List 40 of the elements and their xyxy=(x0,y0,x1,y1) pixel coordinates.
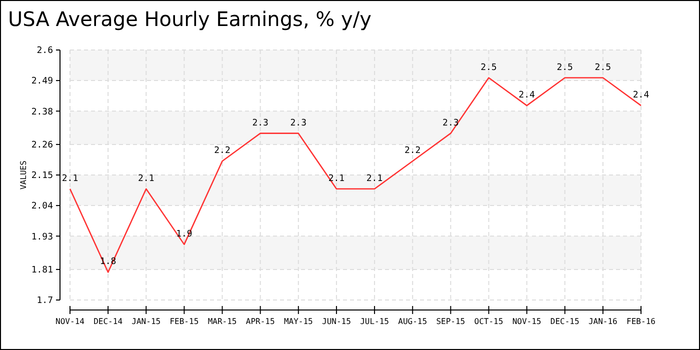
x-tick-label: SEP-15 xyxy=(436,317,466,326)
y-tick-label: 2.38 xyxy=(31,107,53,118)
y-tick-label: 2.15 xyxy=(31,171,53,182)
x-tick-label: JAN-15 xyxy=(132,317,161,326)
data-label: 2.1 xyxy=(62,174,78,184)
y-tick-label: 2.26 xyxy=(31,140,53,151)
data-label: 2.5 xyxy=(594,62,612,73)
x-tick-label: JUN-15 xyxy=(322,317,352,326)
y-tick-label: 2.49 xyxy=(31,76,53,87)
data-label: 2.1 xyxy=(366,174,383,184)
x-tick-label: MAR-15 xyxy=(208,317,237,326)
x-tick-label: MAY-15 xyxy=(284,317,314,326)
data-label: 2.4 xyxy=(518,90,535,101)
y-tick-label: 2.04 xyxy=(31,202,53,212)
data-label: 2.5 xyxy=(556,62,573,73)
data-label: 2.2 xyxy=(404,146,421,156)
x-tick-label: APR-15 xyxy=(246,317,275,326)
data-label: 2.1 xyxy=(138,174,154,184)
data-label: 2.5 xyxy=(480,62,497,73)
y-tick-label: 2.6 xyxy=(36,46,53,56)
chart-title: USA Average Hourly Earnings, % y/y xyxy=(8,7,372,31)
x-tick-label: AUG-15 xyxy=(398,317,428,326)
data-label: 2.2 xyxy=(214,146,230,156)
x-tick-label: JUL-15 xyxy=(360,317,390,326)
x-tick-label: DEC-14 xyxy=(94,317,123,326)
y-tick-label: 1.81 xyxy=(31,266,53,276)
data-label: 2.1 xyxy=(328,174,345,184)
data-label: 2.3 xyxy=(290,118,307,128)
y-tick-label: 1.7 xyxy=(36,296,53,306)
y-axis-title: VALUES xyxy=(19,160,28,190)
x-tick-label: FEB-15 xyxy=(170,317,199,326)
data-label: 2.3 xyxy=(252,118,268,128)
x-tick-label: NOV-14 xyxy=(56,317,85,326)
x-tick-label: JAN-16 xyxy=(588,317,618,326)
x-tick-label: DEC-15 xyxy=(550,317,580,326)
x-tick-label: OCT-15 xyxy=(474,317,504,326)
y-tick-label: 1.93 xyxy=(31,232,53,242)
x-tick-label: NOV-15 xyxy=(512,317,542,326)
x-tick-label: FEB-16 xyxy=(626,317,656,326)
data-label: 2.4 xyxy=(632,90,650,101)
